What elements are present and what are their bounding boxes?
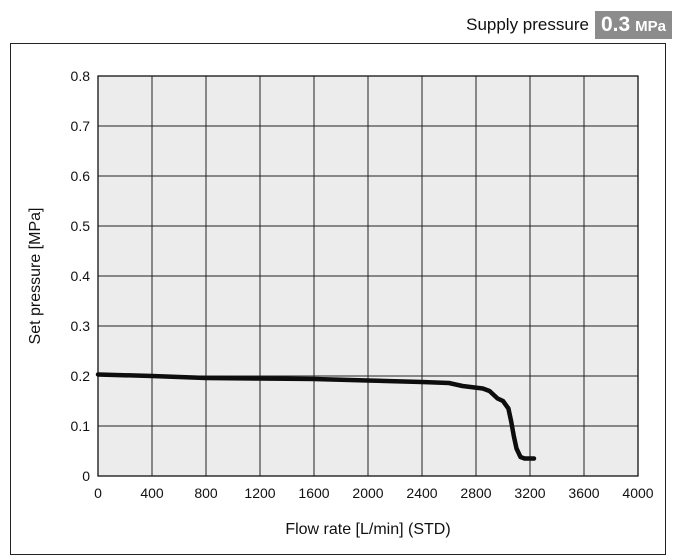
x-tick-label: 1200 xyxy=(244,485,275,501)
supply-pressure-label: Supply pressure xyxy=(466,15,589,34)
supply-pressure-unit: MPa xyxy=(635,18,666,35)
supply-pressure-value: 0.3 xyxy=(600,13,631,36)
x-tick-label: 3600 xyxy=(568,485,599,501)
y-tick-label: 0.4 xyxy=(71,268,91,284)
x-tick-label: 2400 xyxy=(406,485,437,501)
y-axis-ticks: 0 0.1 0.2 0.3 0.4 0.5 0.6 0.7 0.8 xyxy=(71,68,91,484)
x-tick-label: 800 xyxy=(194,485,218,501)
y-tick-label: 0.1 xyxy=(71,418,91,434)
supply-pressure-badge: 0.3 MPa xyxy=(594,11,672,39)
x-tick-label: 2800 xyxy=(460,485,491,501)
x-tick-label: 1600 xyxy=(298,485,329,501)
x-axis-ticks: 0 400 800 1200 1600 2000 2400 2800 3200 3600 4000 xyxy=(94,485,654,501)
chart-frame xyxy=(10,43,666,555)
x-tick-label: 2000 xyxy=(352,485,383,501)
plot-border xyxy=(97,75,639,477)
y-tick-label: 0.2 xyxy=(71,368,91,384)
series-group xyxy=(95,372,537,461)
x-tick-label: 4000 xyxy=(622,485,653,501)
y-tick-label: 0.3 xyxy=(71,318,91,334)
x-axis-label: Flow rate [L/min] (STD) xyxy=(285,521,450,538)
supply-pressure-header: Supply pressure 0.3 MPa xyxy=(466,10,672,40)
y-tick-label: 0 xyxy=(82,468,90,484)
x-tick-label: 400 xyxy=(140,485,164,501)
series-line xyxy=(95,372,537,461)
x-tick-label: 0 xyxy=(94,485,102,501)
y-tick-label: 0.7 xyxy=(71,118,91,134)
y-axis-label: Set pressure [MPa] xyxy=(27,208,44,345)
y-tick-label: 0.5 xyxy=(71,218,91,234)
y-tick-label: 0.6 xyxy=(71,168,91,184)
y-tick-label: 0.8 xyxy=(71,68,91,84)
x-tick-label: 3200 xyxy=(514,485,545,501)
